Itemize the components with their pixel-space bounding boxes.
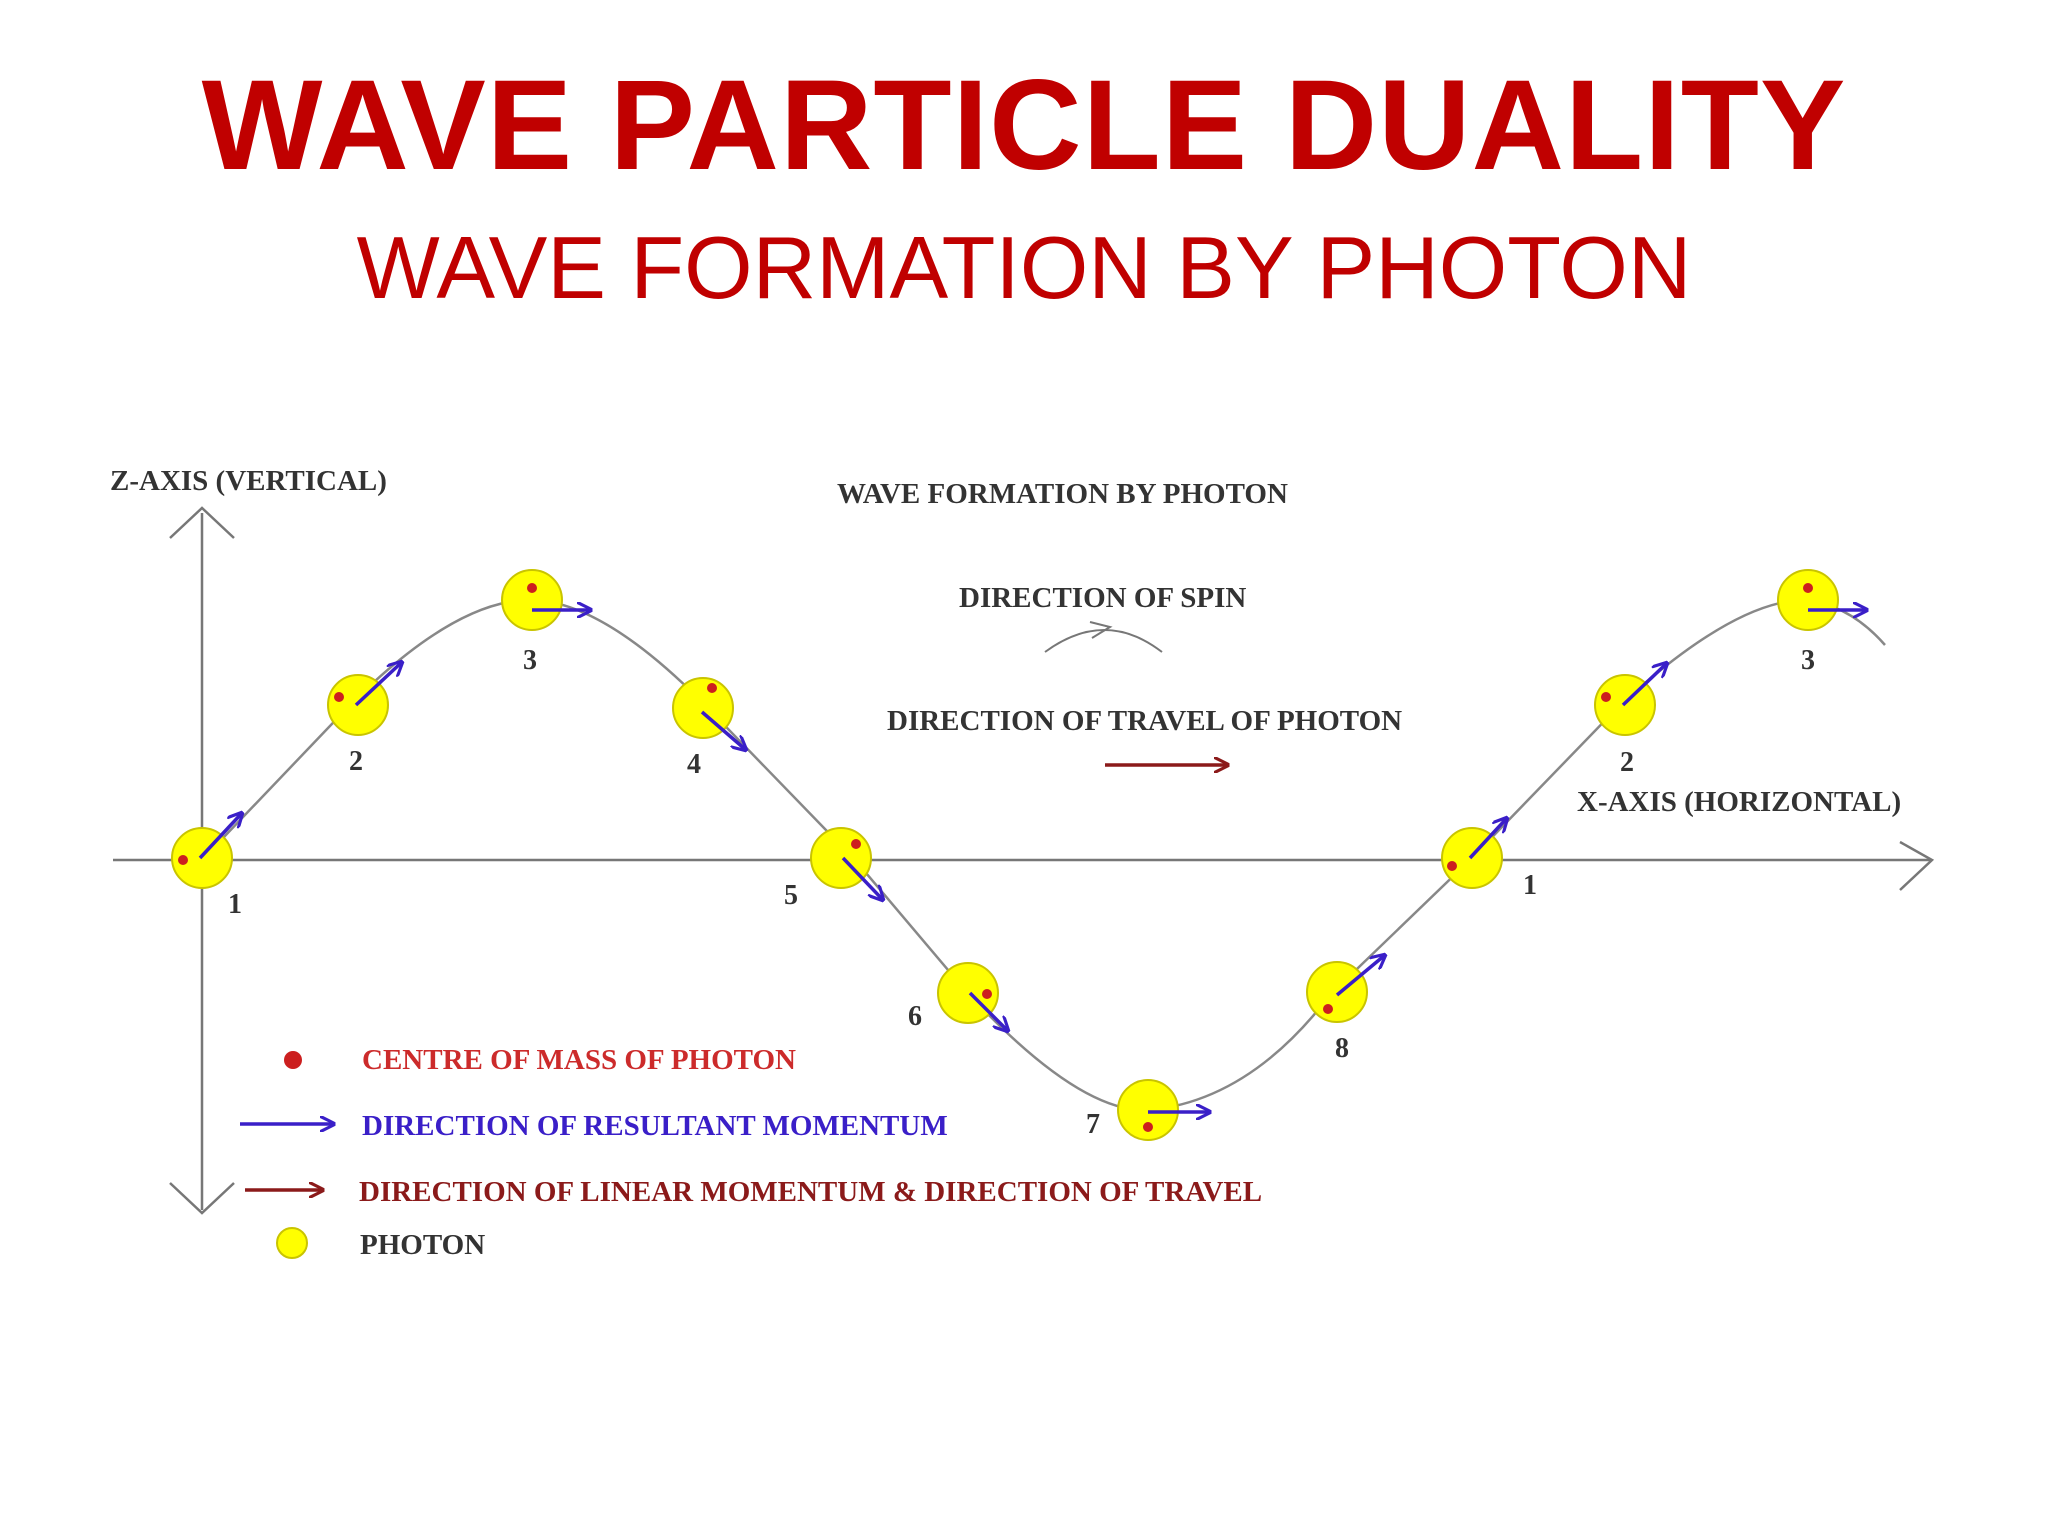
- spin-label: DIRECTION OF SPIN: [959, 582, 1246, 614]
- diagram-heading: WAVE FORMATION BY PHOTON: [837, 478, 1288, 510]
- photon-8: 8: [1306, 955, 1385, 1064]
- z-axis-label: Z-AXIS (VERTICAL): [110, 465, 387, 497]
- photons: 1 2 3 4 5 6: [171, 569, 1867, 1141]
- photon-label: 2: [1620, 747, 1634, 778]
- slide-subtitle: WAVE FORMATION BY PHOTON: [356, 218, 1692, 317]
- x-axis: [113, 840, 1935, 891]
- legend-photon: PHOTON: [360, 1229, 485, 1261]
- legend: CENTRE OF MASS OF PHOTON DIRECTION OF RE…: [240, 1044, 1262, 1261]
- photon-label: 6: [908, 1001, 922, 1032]
- photon-label: 2: [349, 746, 363, 777]
- photon-7: 7: [1086, 1079, 1210, 1141]
- photon-label: 1: [1523, 870, 1537, 901]
- photon-1-repeat: 1: [1441, 818, 1537, 901]
- photon-1: 1: [171, 813, 242, 920]
- travel-label: DIRECTION OF TRAVEL OF PHOTON: [887, 705, 1402, 737]
- photon-4: 4: [672, 677, 746, 780]
- photon-6: 6: [908, 962, 1008, 1032]
- photon-2-repeat: 2: [1594, 663, 1667, 778]
- photon-icon: [276, 1227, 308, 1259]
- spin-arc-icon: [1044, 629, 1163, 653]
- photon-label: 1: [228, 889, 242, 920]
- photon-label: 5: [784, 880, 798, 911]
- legend-centre-of-mass: CENTRE OF MASS OF PHOTON: [362, 1044, 796, 1076]
- legend-linear-momentum: DIRECTION OF LINEAR MOMENTUM & DIRECTION…: [359, 1176, 1262, 1208]
- centre-of-mass-icon: [284, 1051, 302, 1069]
- photon-2: 2: [327, 662, 402, 777]
- photon-label: 4: [687, 749, 701, 780]
- photon-label: 3: [1801, 645, 1815, 676]
- photon-3: 3: [501, 569, 591, 676]
- x-axis-label: X-AXIS (HORIZONTAL): [1577, 786, 1901, 818]
- slide-title: WAVE PARTICLE DUALITY: [201, 54, 1847, 197]
- photon-label: 8: [1335, 1033, 1349, 1064]
- photon-label: 7: [1086, 1109, 1100, 1140]
- photon-label: 3: [523, 645, 537, 676]
- photon-5: 5: [784, 827, 883, 911]
- photon-3-repeat: 3: [1777, 569, 1867, 676]
- legend-resultant-momentum: DIRECTION OF RESULTANT MOMENTUM: [362, 1110, 948, 1142]
